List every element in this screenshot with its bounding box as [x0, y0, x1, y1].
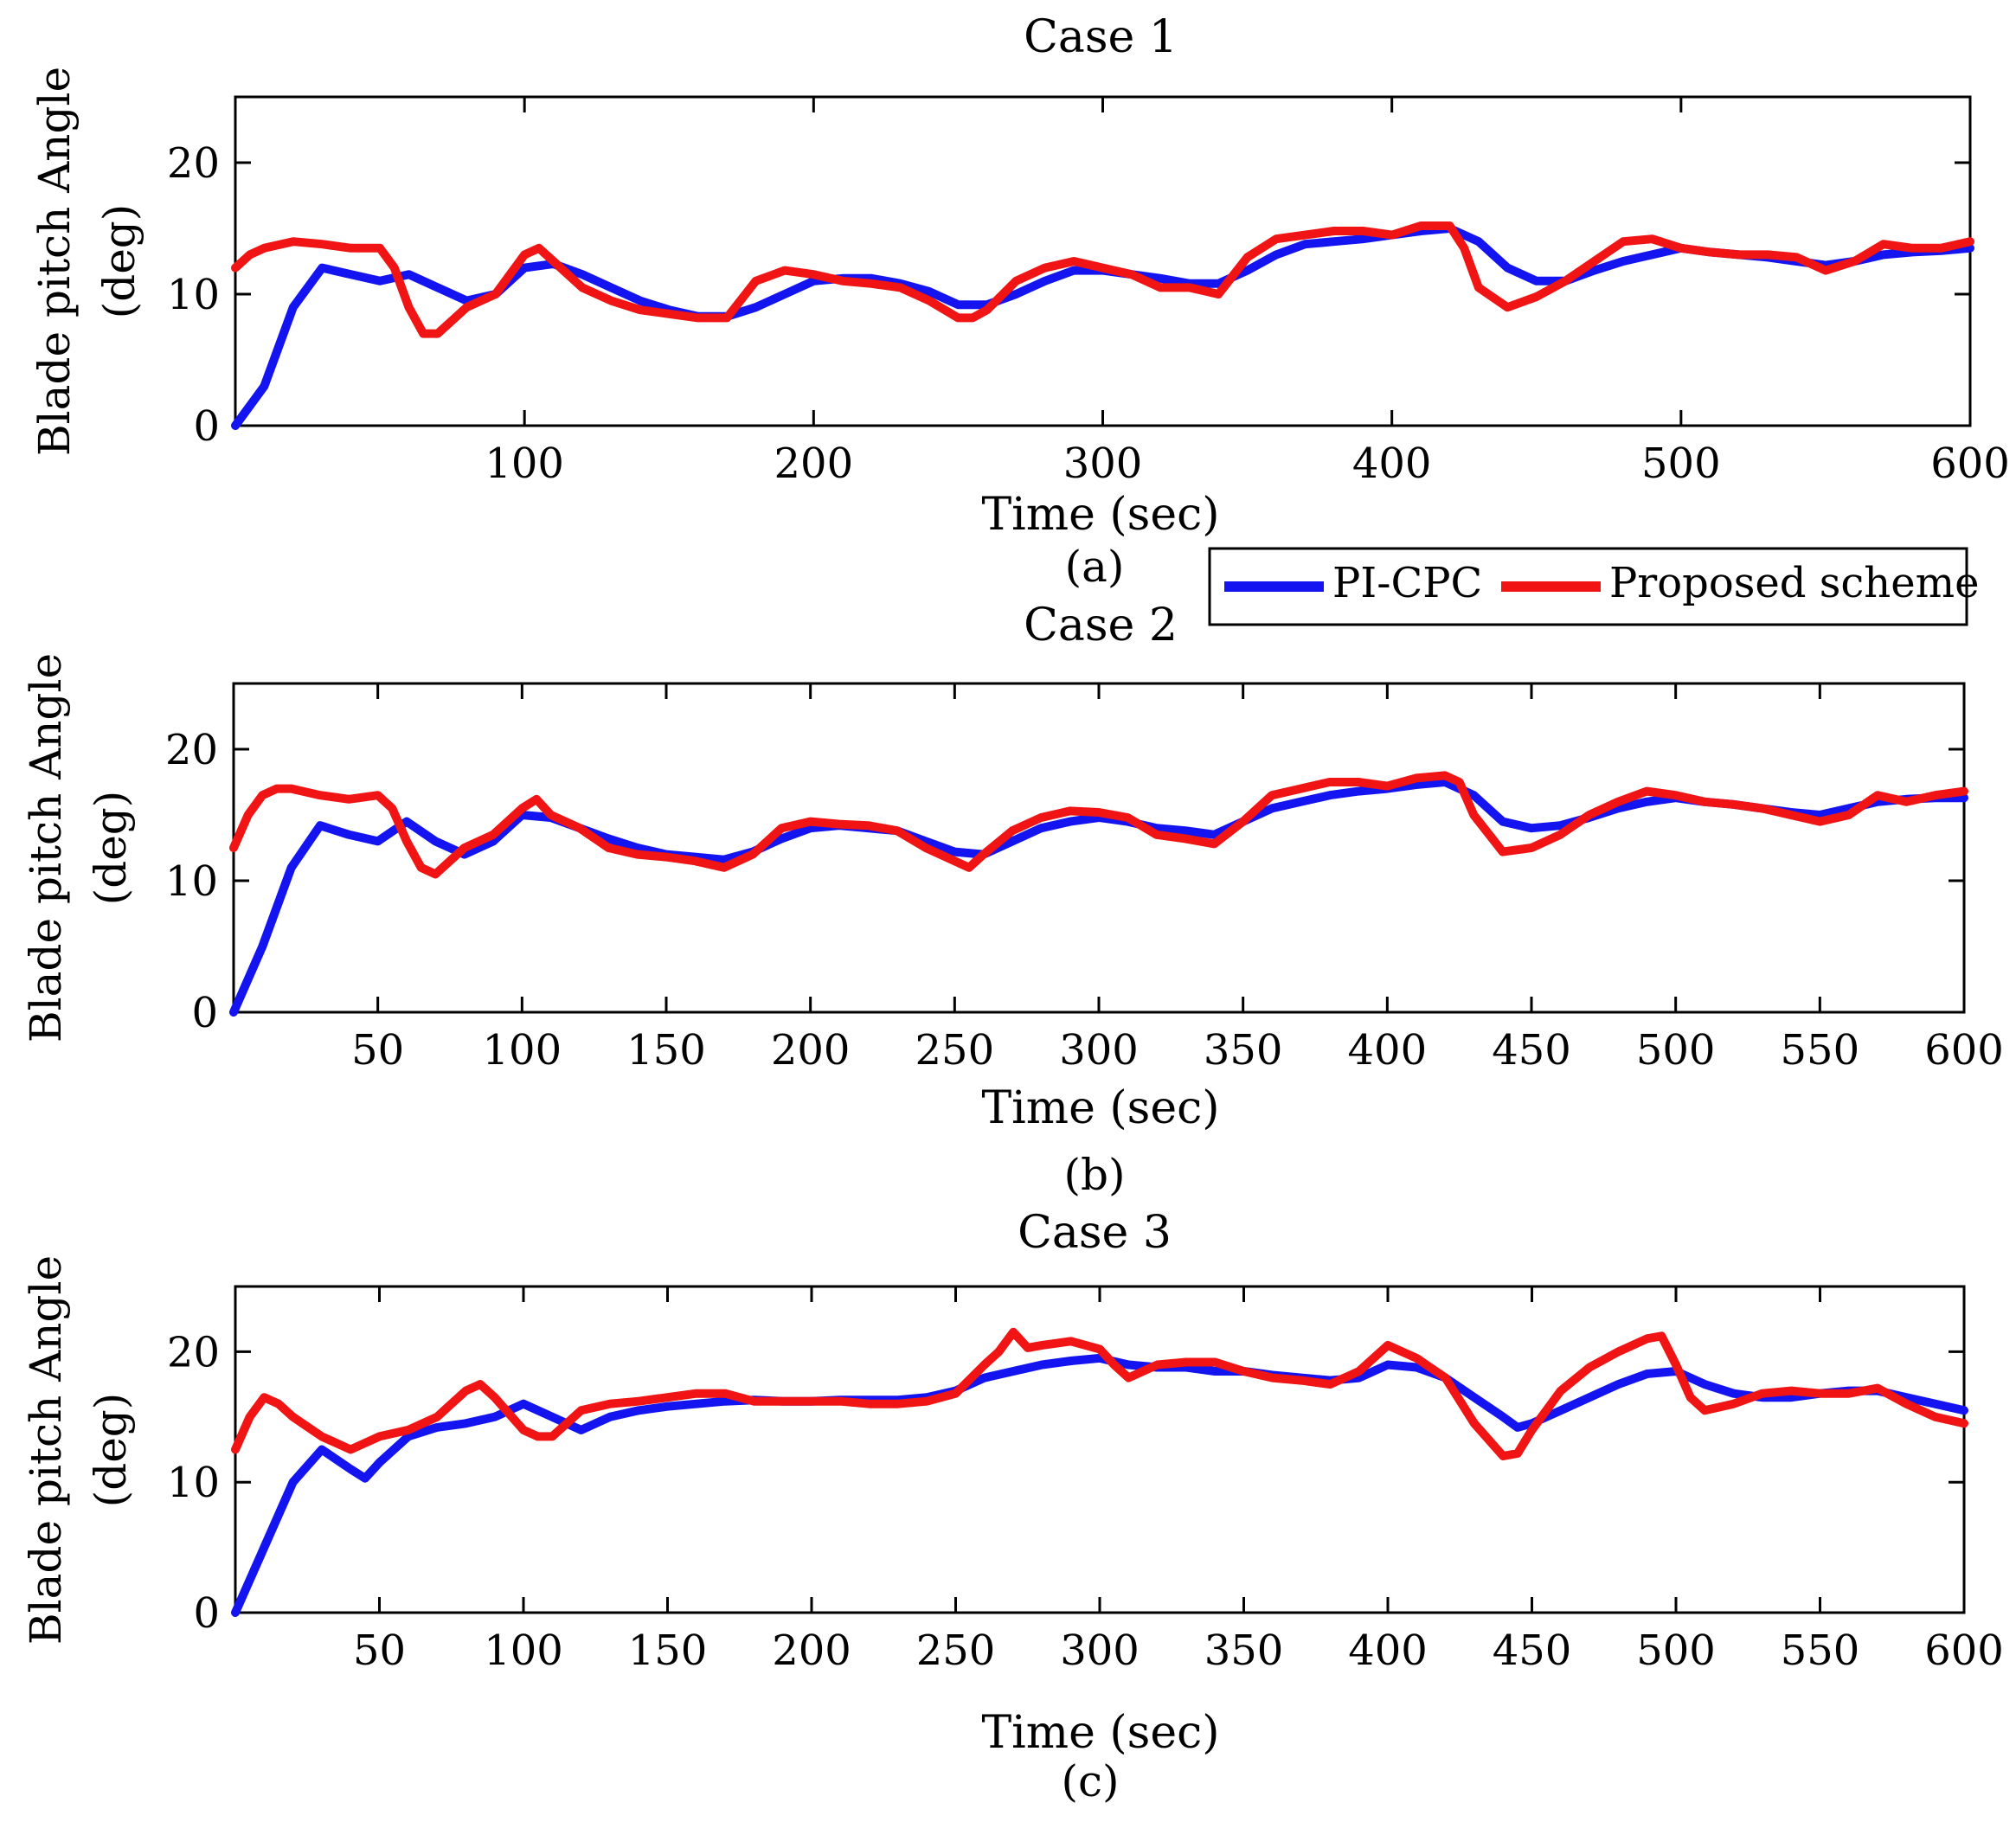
series-lines — [231, 221, 1974, 430]
series-line-proposed-scheme — [231, 221, 1974, 338]
x-tick-label: 150 — [626, 1026, 706, 1075]
x-tick-label: 250 — [916, 1626, 996, 1675]
series-line-proposed-scheme — [229, 771, 1968, 879]
x-axis-label: Time (sec) — [981, 489, 1219, 541]
series-line-proposed-scheme — [231, 1327, 1968, 1460]
plot-area — [234, 1285, 1966, 1614]
panel-caption: (a) — [1065, 542, 1125, 592]
legend: PI-CPC Proposed scheme — [1208, 547, 1980, 626]
x-tick-label: 150 — [628, 1626, 708, 1675]
panel-caption: (c) — [1061, 1756, 1119, 1806]
x-tick-label: 50 — [353, 1626, 406, 1675]
y-tick-label: 20 — [165, 726, 218, 774]
x-tick-label: 400 — [1352, 439, 1432, 488]
axis-ticks: 50 100 150 200 250 300 350 400 450 500 550 600 0 10 20 — [167, 1286, 2004, 1675]
x-tick-label: 350 — [1204, 1626, 1284, 1675]
axis-ticks: 50 100 150 200 250 300 350 400 450 500 550 600 0 10 20 — [165, 683, 2004, 1075]
y-tick-label: 0 — [193, 402, 220, 451]
panel-caption: (b) — [1063, 1150, 1125, 1200]
y-tick-label: 10 — [165, 857, 218, 906]
x-tick-label: 500 — [1636, 1026, 1716, 1075]
y-tick-label: 20 — [167, 1328, 220, 1376]
x-tick-label: 250 — [915, 1026, 995, 1075]
y-tick-label: 20 — [167, 139, 220, 188]
x-tick-label: 350 — [1204, 1026, 1283, 1075]
panel-case-2: Case 2 50 100 150 200 250 300 350 400 450 500 550 6… — [21, 600, 2004, 1200]
x-tick-label: 300 — [1060, 1626, 1140, 1675]
y-axis-label-unit: (deg) — [94, 204, 144, 319]
series-lines — [231, 1327, 1968, 1617]
plot-area — [232, 682, 1966, 1014]
x-tick-label: 400 — [1348, 1626, 1428, 1675]
x-tick-label: 550 — [1781, 1026, 1860, 1075]
x-tick-label: 600 — [1924, 1626, 2004, 1675]
x-tick-label: 200 — [771, 1026, 851, 1075]
axis-ticks: 100 200 300 400 500 600 0 10 20 — [167, 97, 2010, 488]
chart-title: Case 1 — [1024, 11, 1178, 63]
x-tick-label: 300 — [1063, 439, 1143, 488]
x-tick-label: 500 — [1641, 439, 1721, 488]
x-tick-label: 50 — [351, 1026, 404, 1075]
panel-case-1: Case 1 100 200 300 400 500 600 0 10 20 Blade pit… — [29, 11, 2010, 592]
x-tick-label: 100 — [485, 439, 564, 488]
y-tick-label: 10 — [167, 1459, 220, 1507]
y-axis-label: Blade pitch Angle — [21, 653, 71, 1043]
legend-label-proposed: Proposed scheme — [1609, 559, 1980, 607]
series-line-pi-cpc — [231, 224, 1974, 430]
panel-case-3: Case 3 50 100 150 200 250 300 350 400 450 500 550 6… — [21, 1207, 2004, 1806]
x-tick-label: 200 — [774, 439, 854, 488]
chart-title: Case 3 — [1018, 1207, 1172, 1259]
y-axis-label: Blade pitch Angle — [29, 67, 80, 456]
x-tick-label: 100 — [484, 1626, 563, 1675]
y-tick-label: 0 — [191, 989, 218, 1037]
x-axis-label: Time (sec) — [981, 1707, 1219, 1759]
series-lines — [229, 771, 1968, 1017]
x-tick-label: 100 — [483, 1026, 562, 1075]
x-tick-label: 600 — [1924, 1026, 2004, 1075]
chart-title: Case 2 — [1024, 600, 1178, 651]
y-tick-label: 0 — [193, 1589, 220, 1638]
y-axis-label-unit: (deg) — [86, 791, 136, 906]
x-tick-label: 550 — [1781, 1626, 1860, 1675]
x-tick-label: 500 — [1636, 1626, 1716, 1675]
y-axis-label-unit: (deg) — [86, 1393, 136, 1508]
y-tick-label: 10 — [167, 271, 220, 319]
legend-label-pi-cpc: PI-CPC — [1332, 559, 1482, 607]
x-tick-label: 450 — [1493, 1626, 1572, 1675]
x-tick-label: 200 — [772, 1626, 851, 1675]
x-axis-label: Time (sec) — [981, 1082, 1219, 1134]
x-tick-label: 450 — [1492, 1026, 1571, 1075]
y-axis-label: Blade pitch Angle — [21, 1255, 71, 1645]
x-tick-label: 300 — [1059, 1026, 1139, 1075]
plot-area — [234, 95, 1972, 427]
x-tick-label: 600 — [1930, 439, 2010, 488]
x-tick-label: 400 — [1348, 1026, 1428, 1075]
